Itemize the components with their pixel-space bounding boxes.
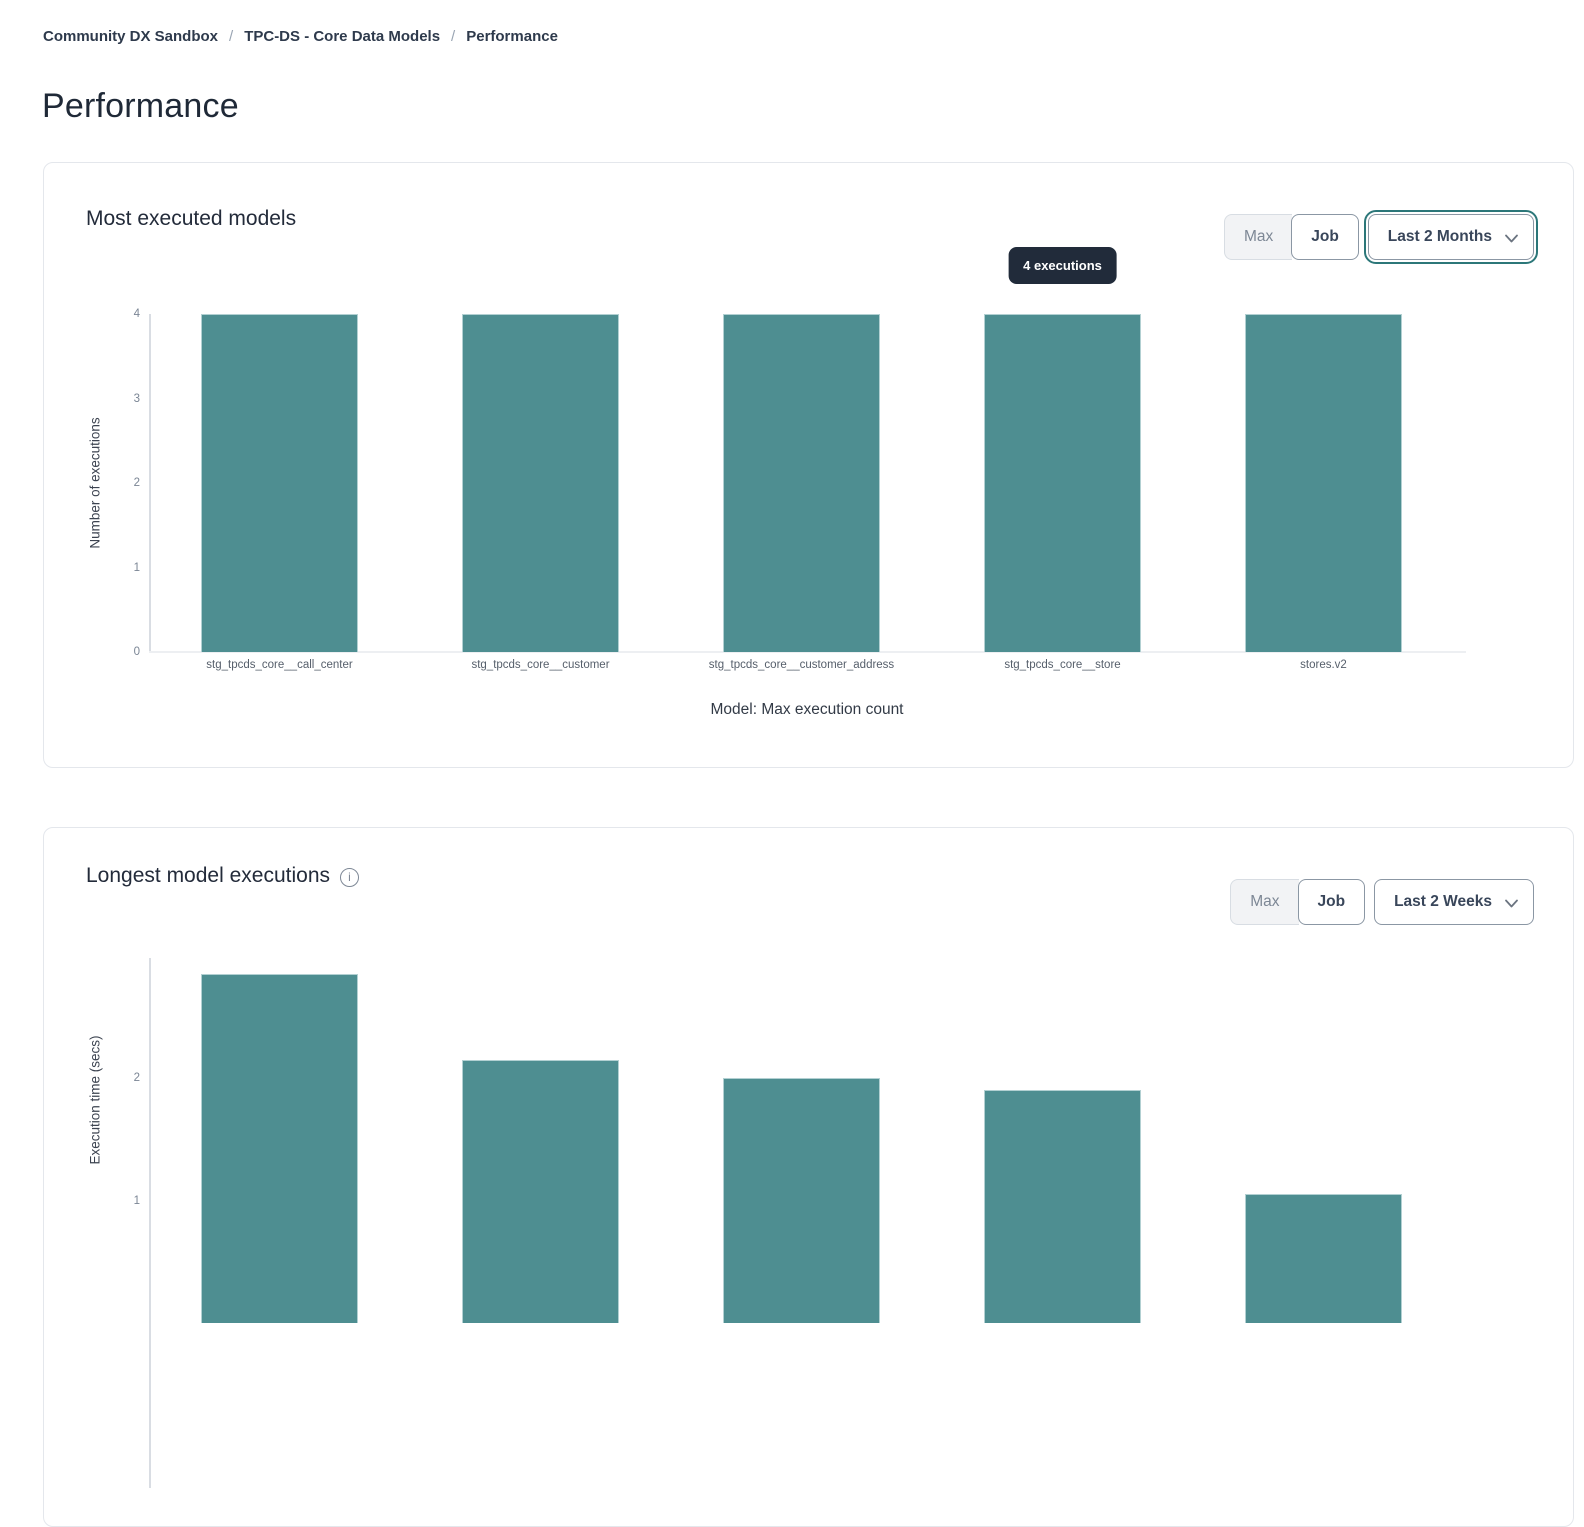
date-range-select[interactable]: Last 2 Months — [1363, 209, 1539, 265]
x-axis-label: stg_tpcds_core__call_center — [206, 659, 353, 671]
bar[interactable] — [201, 314, 358, 652]
card-title: Most executed models — [86, 207, 296, 231]
chart-controls: Max Job Last 2 Weeks — [1230, 879, 1534, 925]
y-axis-tick: 2 — [133, 477, 140, 489]
card-title-text: Longest model executions — [86, 864, 330, 887]
breadcrumb-item-current: Performance — [466, 28, 558, 45]
y-axis-tick: 1 — [133, 1194, 140, 1207]
y-axis-line — [149, 958, 151, 1488]
date-range-value: Last 2 Weeks — [1394, 893, 1492, 910]
x-axis-label: stg_tpcds_core__customer_address — [708, 659, 895, 671]
card-title: Longest model executions i — [86, 864, 359, 888]
page-title: Performance — [42, 86, 239, 125]
y-axis-tick: 4 — [133, 308, 140, 320]
bar[interactable] — [201, 974, 358, 1323]
card-title-text: Most executed models — [86, 207, 297, 230]
bar[interactable] — [462, 314, 619, 652]
x-axis-label: stores.v2 — [1300, 659, 1347, 671]
breadcrumb-separator: / — [229, 28, 234, 45]
bar[interactable] — [984, 314, 1141, 652]
breadcrumb: Community DX Sandbox / TPC-DS - Core Dat… — [43, 28, 558, 45]
x-axis-label: stg_tpcds_core__customer — [471, 659, 610, 671]
longest-model-executions-chart: Execution time (secs) 1 2 — [44, 828, 1573, 1526]
chart-controls: Max Job Last 2 Months — [1223, 209, 1539, 265]
y-axis-tick: 3 — [133, 392, 140, 405]
y-axis-tick: 1 — [133, 561, 140, 574]
breadcrumb-item-project[interactable]: Community DX Sandbox — [43, 28, 219, 45]
bar[interactable] — [723, 314, 880, 652]
x-axis-title: Model: Max execution count — [710, 701, 904, 718]
toggle-max-button[interactable]: Max — [1230, 879, 1299, 925]
max-job-toggle: Max Job — [1223, 214, 1359, 260]
performance-page: Community DX Sandbox / TPC-DS - Core Dat… — [42, 28, 1574, 1527]
breadcrumb-item-models[interactable]: TPC-DS - Core Data Models — [244, 28, 441, 45]
bar[interactable] — [723, 1078, 880, 1323]
info-icon[interactable]: i — [340, 867, 359, 887]
x-axis-label: stg_tpcds_core__store — [1004, 659, 1121, 671]
chevron-down-icon — [1505, 899, 1518, 908]
breadcrumb-separator: / — [451, 28, 456, 45]
bar[interactable] — [984, 1090, 1141, 1323]
x-axis-baseline — [149, 651, 1466, 653]
bar[interactable] — [1245, 314, 1402, 652]
y-axis-tick: 0 — [133, 646, 140, 658]
chart-tooltip: 4 executions — [1008, 247, 1117, 284]
y-axis-tick: 2 — [133, 1072, 140, 1084]
max-job-toggle: Max Job — [1230, 879, 1366, 925]
toggle-job-button[interactable]: Job — [1297, 879, 1366, 925]
y-axis-line — [149, 314, 151, 652]
most-executed-models-chart: Number of executions Model: Max executio… — [44, 163, 1573, 767]
chevron-down-icon — [1505, 234, 1518, 243]
most-executed-models-card: Most executed models Max Job Last 2 Mont… — [43, 162, 1574, 768]
toggle-job-button[interactable]: Job — [1291, 214, 1359, 260]
longest-model-executions-card: Longest model executions i Max Job Last … — [43, 827, 1574, 1527]
date-range-value: Last 2 Months — [1387, 228, 1492, 245]
bar[interactable] — [462, 1060, 619, 1323]
date-range-select[interactable]: Last 2 Weeks — [1374, 879, 1534, 925]
toggle-max-button[interactable]: Max — [1223, 214, 1293, 260]
y-axis-title: Execution time (secs) — [87, 1035, 103, 1165]
bar[interactable] — [1245, 1194, 1402, 1323]
